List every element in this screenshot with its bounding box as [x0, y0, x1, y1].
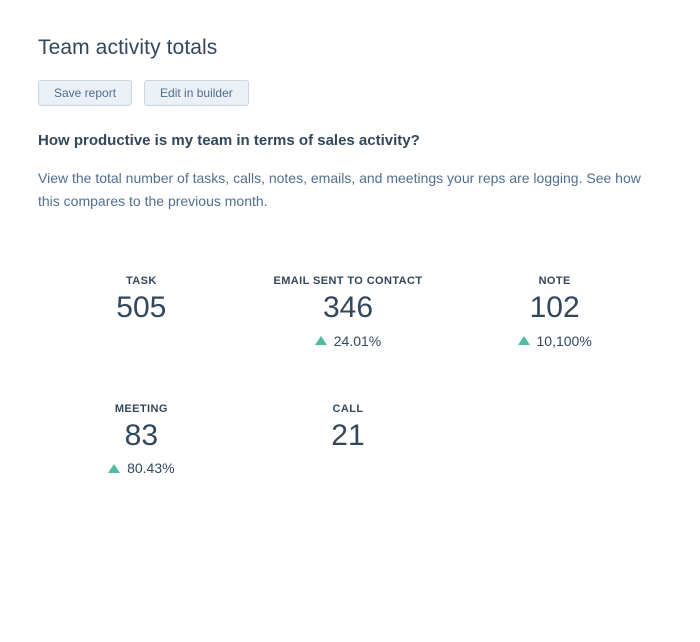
- metric-change-value: 24.01%: [333, 332, 382, 349]
- metric-card-meeting: MEETING 83 80.43%: [38, 402, 245, 476]
- metric-change: 24.01%: [245, 333, 452, 349]
- metrics-grid: TASK 505 EMAIL SENT TO CONTACT 346 24.01…: [38, 275, 658, 476]
- report-description: View the total number of tasks, calls, n…: [38, 170, 641, 210]
- metric-value: 102: [529, 291, 580, 325]
- metric-value: 346: [322, 291, 374, 325]
- metric-value: 505: [116, 291, 167, 325]
- triangle-up-icon: [517, 336, 530, 346]
- metric-label: EMAIL SENT TO CONTACT: [273, 275, 423, 288]
- metric-value: 21: [331, 418, 365, 452]
- metric-card-task: TASK 505: [38, 275, 245, 349]
- toolbar: Save report Edit in builder: [38, 80, 660, 106]
- triangle-up-icon: [314, 336, 327, 346]
- metric-label: NOTE: [538, 275, 571, 288]
- metric-change: 10,100%: [451, 333, 658, 349]
- metric-card-empty: [451, 403, 658, 477]
- metric-card-email-sent-to-contact: EMAIL SENT TO CONTACT 346 24.01%: [245, 275, 452, 349]
- triangle-up-icon: [108, 463, 121, 473]
- metric-change: 80.43%: [38, 460, 245, 476]
- metric-change-value: 80.43%: [127, 460, 175, 477]
- metric-value: 83: [124, 418, 159, 452]
- metric-change-value: 10,100%: [536, 332, 592, 349]
- page-title: Team activity totals: [38, 36, 218, 59]
- report-question: How productive is my team in terms of sa…: [38, 132, 420, 149]
- metric-label: TASK: [125, 275, 157, 288]
- save-report-button[interactable]: Save report: [38, 80, 133, 106]
- metric-label: CALL: [332, 402, 364, 415]
- edit-in-builder-button[interactable]: Edit in builder: [144, 80, 249, 106]
- metric-label: MEETING: [114, 402, 168, 415]
- metric-card-call: CALL 21: [245, 403, 452, 477]
- metric-card-note: NOTE 102 10,100%: [451, 275, 658, 349]
